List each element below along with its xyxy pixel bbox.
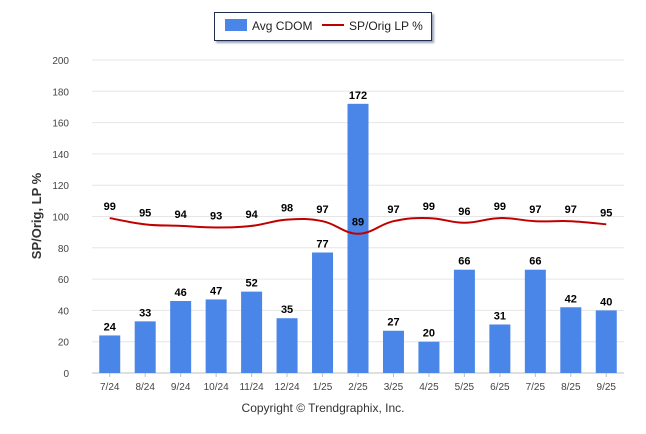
legend: Avg CDOM SP/Orig LP %: [214, 12, 432, 41]
line-data-labels: 99 95 94 93 94 98 97 89 97 99 96 99 97 97 95: [104, 201, 613, 229]
line-value-label: 97: [387, 204, 399, 216]
bar-value-label: 35: [281, 304, 293, 316]
line-series: [109, 216, 607, 235]
x-tick-label: 8/25: [561, 382, 581, 393]
x-tick-label: 3/25: [384, 382, 404, 393]
x-tick-label: 10/24: [204, 382, 229, 393]
x-tick-label: 7/25: [526, 382, 546, 393]
line-value-label: 97: [565, 204, 577, 216]
bar-4/25: [418, 341, 440, 373]
bar-value-label: 31: [494, 310, 506, 322]
line-value-label: 97: [316, 204, 328, 216]
bar-7/24: [99, 335, 121, 373]
y-tick-label: 100: [52, 213, 69, 224]
x-tick-label: 9/25: [597, 382, 617, 393]
bar-value-label: 42: [565, 293, 577, 305]
bar-7/25: [524, 269, 546, 373]
legend-item-avg-cdom[interactable]: Avg CDOM: [225, 19, 312, 33]
bar-value-label: 20: [423, 328, 435, 340]
bar-value-label: 24: [104, 321, 117, 333]
y-tick-label: 60: [58, 275, 70, 286]
bar-8/24: [134, 321, 156, 373]
line-value-label: 98: [281, 203, 293, 215]
x-tick-label: 7/24: [100, 382, 120, 393]
bar-value-label: 27: [387, 317, 399, 329]
y-tick-label: 40: [58, 306, 70, 317]
y-tick-label: 200: [52, 56, 69, 67]
y-axis-ticks: 0 20 40 60 80 100 120 140 160 180 200: [52, 56, 69, 380]
y-tick-label: 120: [52, 181, 69, 192]
bar-8/25: [560, 307, 582, 373]
copyright-text: Copyright © Trendgraphix, Inc.: [241, 401, 405, 415]
legend-bar-swatch: [225, 19, 247, 31]
bar-value-label: 52: [245, 278, 257, 290]
y-tick-label: 140: [52, 150, 69, 161]
line-value-label: 95: [139, 207, 151, 219]
bar-10/24: [205, 299, 227, 373]
bar-9/24: [170, 301, 192, 373]
line-value-label: 99: [104, 201, 116, 213]
bar-value-label: 77: [316, 238, 328, 250]
y-tick-label: 20: [58, 338, 70, 349]
line-value-label: 93: [210, 210, 222, 222]
bar-5/25: [453, 269, 475, 373]
legend-bar-label: Avg CDOM: [252, 19, 313, 33]
line-value-label: 95: [600, 207, 612, 219]
bar-3/25: [382, 330, 404, 373]
bar-6/25: [489, 324, 511, 373]
bar-value-label: 172: [349, 90, 367, 102]
line-value-label: 89: [352, 217, 364, 229]
line-value-label: 99: [494, 201, 506, 213]
bar-12/24: [276, 318, 298, 373]
bar-value-label: 66: [529, 256, 541, 268]
line-value-label: 94: [245, 209, 258, 221]
line-value-label: 99: [423, 201, 435, 213]
x-axis-ticks: 7/24 8/24 9/24 10/24 11/24 12/24 1/25 2/25 3/25 4…: [100, 373, 616, 393]
bar-value-label: 66: [458, 256, 470, 268]
bar-9/25: [595, 310, 617, 373]
x-tick-label: 1/25: [313, 382, 333, 393]
bar-data-labels: 24 33 46 47 52 35 77 172 27 20 66 31 66 42 40: [104, 90, 613, 340]
x-tick-label: 5/25: [455, 382, 475, 393]
x-tick-label: 4/25: [419, 382, 439, 393]
x-tick-label: 6/25: [490, 382, 510, 393]
y-tick-label: 80: [58, 244, 70, 255]
bar-11/24: [241, 291, 263, 373]
bar-value-label: 46: [175, 287, 187, 299]
legend-line-label: SP/Orig LP %: [349, 19, 423, 33]
line-value-label: 97: [529, 204, 541, 216]
bar-value-label: 47: [210, 285, 222, 297]
x-tick-label: 12/24: [275, 382, 300, 393]
line-value-label: 94: [175, 209, 188, 221]
line-sp-orig-lp: [109, 216, 607, 235]
bar-series: [99, 103, 617, 373]
x-tick-label: 8/24: [135, 382, 155, 393]
x-tick-label: 2/25: [348, 382, 368, 393]
x-tick-label: 9/24: [171, 382, 191, 393]
bar-value-label: 33: [139, 307, 151, 319]
bar-2/25: [347, 103, 369, 373]
y-tick-label: 0: [63, 369, 69, 380]
y-axis-label: SP/Orig, LP %: [29, 172, 44, 259]
line-value-label: 96: [458, 206, 470, 218]
y-tick-label: 180: [52, 87, 69, 98]
legend-item-sp-orig-lp[interactable]: SP/Orig LP %: [322, 19, 423, 33]
y-tick-label: 160: [52, 119, 69, 130]
bar-1/25: [312, 252, 334, 373]
bar-value-label: 40: [600, 296, 612, 308]
legend-line-swatch: [322, 24, 344, 26]
x-tick-label: 11/24: [239, 382, 264, 393]
